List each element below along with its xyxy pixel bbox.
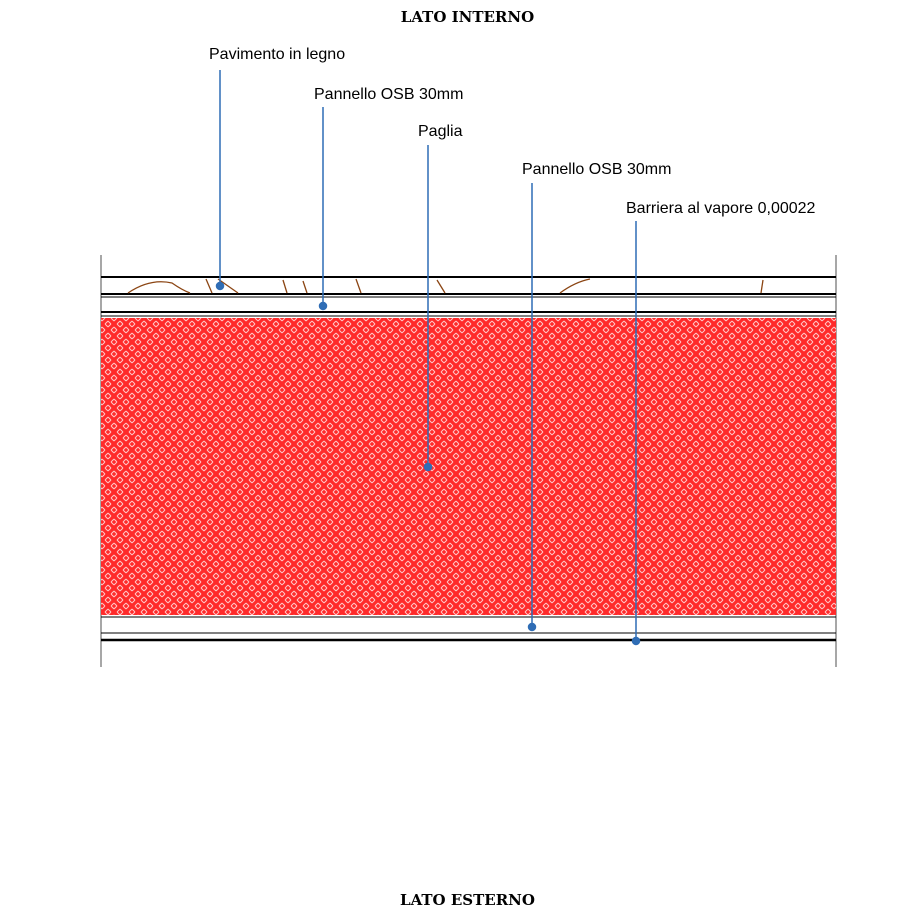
leader-line-pavimento [215, 70, 225, 291]
wood-grain-icon [127, 278, 764, 294]
callout-label-osb-top: Pannello OSB 30mm [314, 86, 464, 103]
leader-line-osb-bottom [527, 183, 537, 632]
leader-line-paglia [423, 145, 433, 472]
callout-label-osb-bottom: Pannello OSB 30mm [522, 161, 672, 178]
callout-label-pavimento: Pavimento in legno [209, 46, 346, 63]
leader-line-osb-top [318, 107, 328, 311]
bottom-side-label: LATO ESTERNO [400, 891, 535, 909]
osb-top-layer [101, 296, 836, 317]
callout-label-barriera: Barriera al vapore 0,00022 [626, 200, 816, 217]
leader-line-barriera [631, 221, 641, 646]
top-side-label: LATO INTERNO [400, 8, 535, 26]
callout-label-paglia: Paglia [418, 123, 463, 140]
straw-layer [101, 318, 836, 615]
wood-floor-layer [101, 276, 836, 295]
osb-bottom-layer [101, 616, 836, 642]
